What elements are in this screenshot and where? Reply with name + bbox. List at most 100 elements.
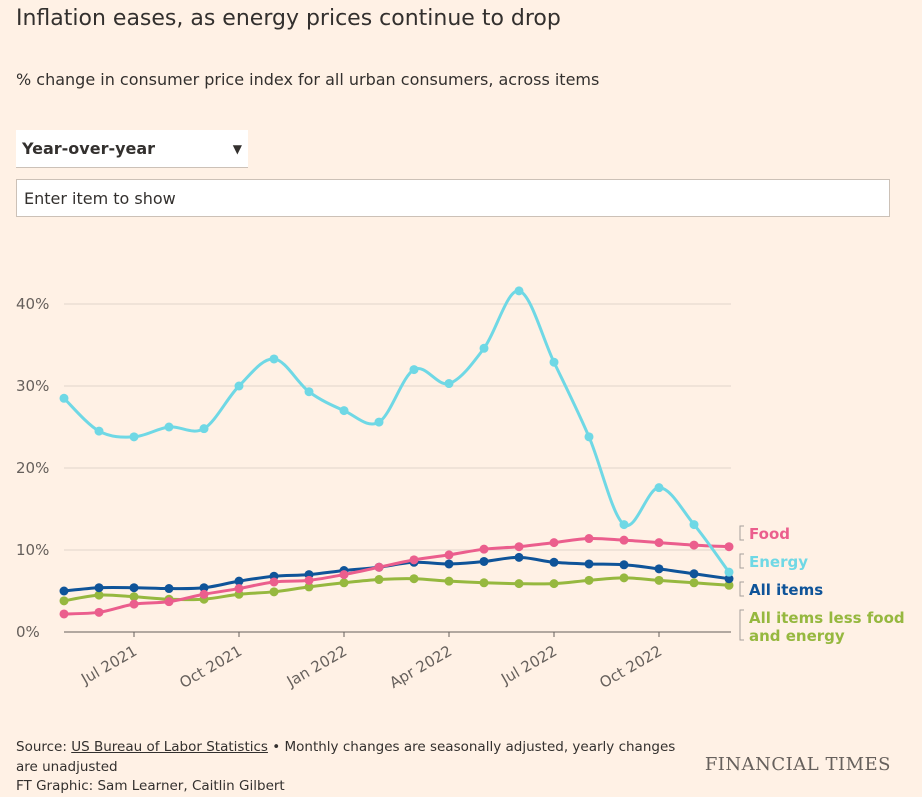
data-point-all_items	[444, 559, 454, 569]
data-point-all_items	[689, 569, 699, 579]
x-tick-label: Jul 2021	[77, 642, 140, 689]
ft-logo: FINANCIAL TIMES	[704, 754, 891, 775]
data-point-food	[374, 562, 384, 572]
data-point-all_items	[59, 586, 69, 596]
data-point-all_items	[724, 574, 734, 584]
legend-label-food: Food	[749, 525, 790, 543]
data-point-energy	[724, 567, 734, 577]
data-point-all_items	[94, 583, 104, 593]
source-link[interactable]: US Bureau of Labor Statistics	[71, 739, 268, 755]
y-tick-label: 10%	[16, 541, 49, 559]
measure-dropdown[interactable]: Year-over-year ▼	[16, 130, 248, 168]
data-point-all_items	[479, 556, 489, 566]
data-point-energy	[199, 424, 209, 434]
series-line-energy	[62, 289, 731, 574]
data-point-energy	[549, 357, 559, 367]
chart-subtitle: % change in consumer price index for all…	[16, 70, 600, 89]
chevron-down-icon: ▼	[232, 142, 242, 156]
data-point-core	[129, 592, 139, 602]
data-point-food	[129, 599, 139, 609]
line-chart: 0% 10% 20% 30% 40% Jul 2021 Oct 2021 Jan 2022 Ap…	[16, 286, 905, 692]
legend-bracket	[739, 525, 744, 541]
data-point-energy	[59, 393, 69, 403]
data-point-food	[514, 542, 524, 552]
data-point-energy	[304, 387, 314, 397]
x-tick-label: Jul 2022	[497, 642, 560, 689]
data-point-food	[339, 570, 349, 580]
data-point-core	[479, 578, 489, 588]
data-point-all_items	[619, 560, 629, 570]
chart-footer: Source: US Bureau of Labor Statistics • …	[16, 738, 676, 797]
data-point-all_items	[164, 584, 174, 594]
data-point-all_items	[514, 552, 524, 562]
legend-label-core: and energy	[749, 627, 845, 645]
data-point-energy	[689, 520, 699, 530]
data-point-food	[479, 544, 489, 554]
x-tick-label: Oct 2021	[176, 642, 245, 692]
data-point-core	[269, 587, 279, 597]
data-point-food	[444, 550, 454, 560]
data-point-energy	[409, 365, 419, 375]
data-point-core	[374, 575, 384, 585]
data-point-food	[199, 589, 209, 599]
y-tick-label: 0%	[16, 623, 40, 641]
data-point-core	[409, 574, 419, 584]
dropdown-value: Year-over-year	[22, 139, 156, 158]
data-point-all_items	[654, 564, 664, 574]
data-point-energy	[374, 417, 384, 427]
data-point-all_items	[199, 583, 209, 593]
data-point-core	[514, 579, 524, 589]
data-point-food	[549, 538, 559, 548]
data-point-energy	[234, 381, 244, 391]
data-point-core	[59, 596, 69, 606]
data-point-all_items	[234, 576, 244, 586]
legend-label-energy: Energy	[749, 553, 808, 571]
y-tick-label: 30%	[16, 377, 49, 395]
legend-bracket	[739, 553, 744, 569]
data-point-all_items	[584, 559, 594, 569]
graphic-credit: FT Graphic: Sam Learner, Caitlin Gilbert	[16, 778, 285, 794]
data-point-food	[164, 597, 174, 607]
legend-label-all_items: All items	[749, 581, 823, 599]
data-point-core	[584, 575, 594, 585]
x-tick-label: Oct 2022	[596, 642, 665, 692]
data-point-food	[304, 575, 314, 585]
data-point-energy	[514, 286, 524, 296]
item-search-input[interactable]	[16, 179, 890, 217]
data-point-energy	[269, 354, 279, 364]
data-point-food	[724, 542, 734, 552]
data-point-food	[94, 607, 104, 617]
data-point-energy	[619, 520, 629, 530]
data-point-energy	[339, 406, 349, 416]
data-point-food	[409, 555, 419, 565]
data-point-energy	[444, 379, 454, 389]
data-point-core	[304, 582, 314, 592]
data-point-food	[689, 540, 699, 550]
x-tick-label: Jan 2022	[283, 642, 350, 691]
data-point-core	[339, 578, 349, 588]
data-point-energy	[584, 432, 594, 442]
data-point-core	[689, 578, 699, 588]
data-point-food	[619, 535, 629, 545]
data-point-food	[234, 584, 244, 594]
legend-bracket	[739, 609, 744, 641]
y-tick-label: 20%	[16, 459, 49, 477]
data-point-energy	[94, 426, 104, 436]
x-tick-label: Apr 2022	[386, 642, 455, 692]
data-point-all_items	[549, 557, 559, 567]
data-point-energy	[479, 343, 489, 353]
data-point-core	[619, 573, 629, 583]
data-point-core	[94, 590, 104, 600]
data-point-food	[584, 534, 594, 544]
data-point-food	[59, 609, 69, 619]
source-note: • Monthly changes are seasonally adjuste…	[16, 739, 676, 775]
data-point-food	[269, 577, 279, 587]
data-point-core	[724, 580, 734, 590]
data-point-core	[444, 576, 454, 586]
data-point-core	[549, 579, 559, 589]
data-point-energy	[654, 483, 664, 493]
chart-title: Inflation eases, as energy prices contin…	[16, 6, 561, 31]
data-point-food	[654, 538, 664, 548]
legend-label-core: All items less food	[749, 609, 905, 627]
data-point-energy	[129, 432, 139, 442]
